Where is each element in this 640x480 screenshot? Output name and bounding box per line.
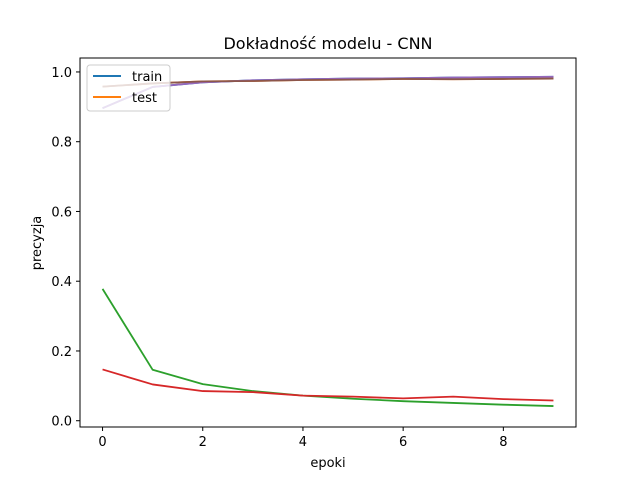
series-line-3 [102, 368, 554, 402]
y-tick-label: 0.0 [51, 415, 72, 430]
x-tick-label: 4 [299, 435, 307, 450]
x-axis-ticks: 0 2 4 6 8 [98, 427, 507, 450]
plot-frame [79, 57, 577, 428]
series-line-5 [102, 77, 554, 88]
x-tick-label: 2 [199, 435, 207, 450]
y-tick-label: 1.0 [51, 66, 72, 81]
x-tick-label: 8 [499, 435, 507, 450]
y-tick-label: 0.6 [51, 205, 72, 220]
y-axis-ticks: 0.0 0.2 0.4 0.6 0.8 1.0 [51, 66, 80, 430]
legend-label-train: train [132, 70, 162, 85]
plot-lines [101, 75, 554, 407]
y-tick-label: 0.8 [51, 136, 72, 151]
series-line-2 [101, 288, 554, 407]
x-axis-label: epoki [310, 456, 345, 471]
legend-label-test: test [132, 91, 157, 106]
y-tick-label: 0.2 [51, 345, 72, 360]
y-tick-label: 0.4 [51, 275, 72, 290]
x-tick-label: 6 [399, 435, 407, 450]
x-tick-label: 0 [98, 435, 106, 450]
chart-title: Dokładność modelu - CNN [223, 34, 432, 53]
y-axis-label: precyzja [30, 216, 45, 271]
legend: train test [86, 64, 171, 112]
